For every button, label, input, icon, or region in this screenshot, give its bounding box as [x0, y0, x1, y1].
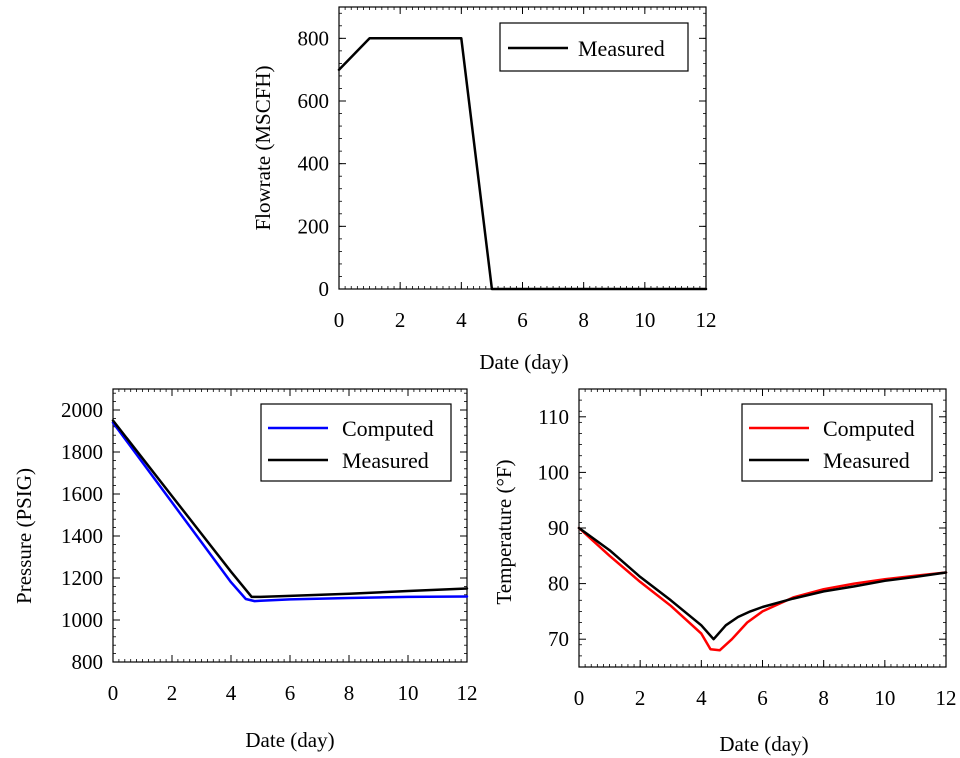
flowrate-y-tick-label: 400 [298, 152, 330, 176]
pressure-series-computed [111, 421, 469, 603]
flowrate-x-tick-label: 10 [634, 308, 655, 332]
pressure-legend-label-computed: Computed [342, 416, 434, 441]
pressure-x-tick-label: 0 [108, 681, 119, 705]
flowrate-legend-box [499, 22, 689, 72]
temperature-x-tick-label: 8 [818, 686, 829, 710]
flowrate-series-measured [337, 37, 708, 291]
temperature-chart: 0 2 4 6 8 10 12 70 80 90 100 110 Date (day) Tempera… [492, 388, 957, 756]
temperature-legend-label-computed: Computed [823, 416, 915, 441]
flowrate-y-tick-label: 200 [298, 214, 330, 238]
pressure-x-axis-title: Date (day) [245, 728, 334, 752]
flowrate-x-axis-title: Date (day) [479, 350, 568, 374]
temperature-y-tick-label: 80 [548, 572, 569, 596]
temperature-legend: Computed Measured [741, 403, 933, 482]
pressure-y-tick-label: 1600 [61, 482, 103, 506]
pressure-y-axis-title: Pressure (PSIG) [12, 468, 36, 604]
flowrate-x-tick-label: 8 [578, 308, 589, 332]
pressure-x-tick-label: 6 [285, 681, 296, 705]
temperature-x-tick-label: 2 [635, 686, 646, 710]
temperature-x-tick-label: 0 [574, 686, 585, 710]
flowrate-x-tick-label: 2 [395, 308, 406, 332]
temperature-y-axis-title: Temperature (°F) [492, 459, 516, 604]
pressure-legend: Computed Measured [260, 403, 452, 482]
flowrate-y-tick-label: 800 [298, 26, 330, 50]
temperature-legend-label-measured: Measured [823, 448, 910, 473]
flowrate-y-tick-label: 0 [319, 277, 330, 301]
pressure-x-tick-label: 4 [226, 681, 237, 705]
temperature-x-tick-label: 10 [874, 686, 895, 710]
temperature-series-computed [577, 526, 948, 652]
pressure-chart: 0 2 4 6 8 10 12 800 1000 1200 1400 1600 1800 2000 Dat… [12, 388, 478, 752]
temperature-y-tick-label: 90 [548, 516, 569, 540]
flowrate-chart: 0 2 4 6 8 10 12 0 200 400 600 800 Date (day) Flowra… [251, 6, 717, 374]
pressure-y-tick-label: 800 [72, 650, 104, 674]
flowrate-legend: Measured [499, 22, 689, 72]
temperature-x-tick-label: 12 [936, 686, 957, 710]
temperature-y-tick-label: 70 [548, 627, 569, 651]
pressure-x-tick-label: 8 [344, 681, 355, 705]
flowrate-x-tick-label: 6 [517, 308, 528, 332]
temperature-y-tick-label: 100 [538, 460, 570, 484]
pressure-y-tick-label: 2000 [61, 398, 103, 422]
pressure-y-tick-label: 1000 [61, 608, 103, 632]
pressure-legend-label-measured: Measured [342, 448, 429, 473]
temperature-legend-box [741, 403, 933, 482]
pressure-x-tick-label: 12 [457, 681, 478, 705]
temperature-y-tick-label: 110 [538, 405, 569, 429]
pressure-series-measured [111, 419, 469, 599]
temperature-series-measured [577, 526, 948, 641]
pressure-x-tick-label: 2 [167, 681, 178, 705]
flowrate-x-tick-label: 0 [334, 308, 345, 332]
temperature-x-tick-label: 6 [757, 686, 768, 710]
flowrate-y-axis-title: Flowrate (MSCFH) [251, 65, 275, 230]
pressure-y-tick-label: 1200 [61, 566, 103, 590]
pressure-y-tick-label: 1800 [61, 440, 103, 464]
pressure-legend-box [260, 403, 452, 482]
flowrate-x-tick-label: 4 [456, 308, 467, 332]
temperature-x-axis-title: Date (day) [719, 732, 808, 756]
pressure-x-tick-label: 10 [398, 681, 419, 705]
pressure-y-tick-label: 1400 [61, 524, 103, 548]
flowrate-x-tick-label: 12 [696, 308, 717, 332]
flowrate-y-tick-label: 600 [298, 89, 330, 113]
flowrate-legend-label-measured: Measured [578, 36, 665, 61]
temperature-x-tick-label: 4 [696, 686, 707, 710]
